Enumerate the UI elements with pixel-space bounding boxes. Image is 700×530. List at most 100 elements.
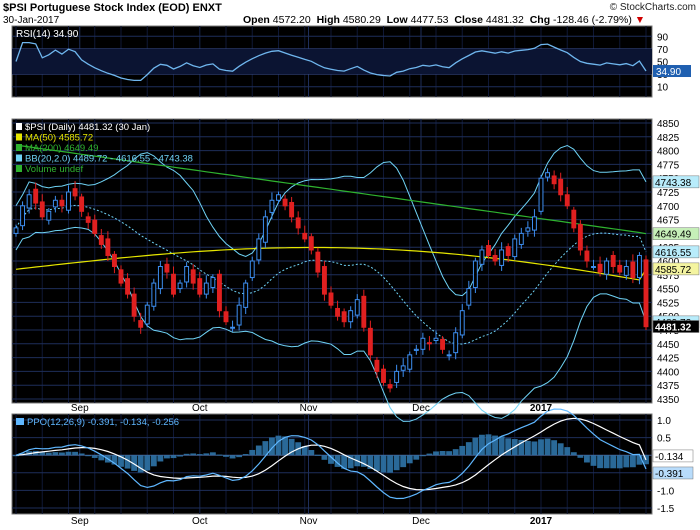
candle-body: [282, 198, 288, 207]
legend-swatch: [16, 123, 22, 130]
x-axis-label: Nov: [300, 516, 318, 527]
legend-swatch: [16, 165, 22, 172]
ppo-histogram-bar: [216, 454, 223, 456]
price-value-tag-text: 4585.72: [655, 265, 692, 276]
price-legend-item: MA(200) 4649.49: [25, 143, 98, 154]
price-tick-label: 4400: [657, 367, 680, 378]
ma200-line: [15, 144, 647, 235]
ppo-histogram-bar: [78, 453, 85, 456]
ppo-histogram-bar: [465, 442, 472, 456]
ma50-line: [15, 246, 647, 281]
ppo-histogram-bar: [498, 436, 505, 456]
ppo-histogram-bar: [157, 455, 164, 462]
rsi-value-tag-text: 34.90: [656, 67, 681, 78]
high-label: High: [316, 14, 340, 26]
legend-swatch: [16, 418, 24, 425]
candle-body: [466, 288, 472, 306]
candle-body: [184, 266, 190, 283]
ppo-histogram-bar: [223, 455, 229, 457]
candle-body: [46, 210, 52, 221]
ppo-histogram-bar: [183, 453, 190, 456]
ppo-value-tag-text: -0.134: [655, 452, 684, 463]
ppo-histogram-bar: [597, 455, 603, 469]
ppo-histogram-bar: [98, 455, 105, 461]
ppo-tick-label: 0.5: [657, 434, 671, 445]
candle-body: [190, 269, 196, 284]
price-tick-label: 4350: [657, 395, 680, 406]
ppo-histogram-bar: [518, 439, 525, 456]
candle-body: [105, 238, 111, 256]
ppo-histogram-bar: [282, 436, 288, 456]
ppo-histogram-bar: [85, 455, 92, 457]
candle-body: [643, 259, 649, 328]
chart-date: 30-Jan-2017: [3, 15, 60, 26]
candle-body: [381, 368, 386, 383]
candle-body: [538, 177, 544, 212]
candle-body: [98, 235, 104, 245]
candle-body: [20, 205, 26, 227]
ppo-histogram-bar: [249, 449, 256, 456]
candle-body: [558, 178, 564, 196]
candle-body: [289, 201, 295, 218]
candle-body: [39, 201, 45, 218]
candle-body: [630, 261, 636, 279]
candle-body: [459, 310, 465, 336]
price-legend-item: BB(20,2.0) 4489.72 - 4616.55 - 4743.38: [25, 154, 193, 165]
price-value-tag: [652, 245, 700, 259]
candle-body: [486, 245, 491, 256]
candle-body: [584, 250, 590, 262]
candle-body: [604, 260, 610, 275]
candle-body: [262, 216, 268, 243]
ppo-histogram-bar: [275, 435, 282, 456]
ppo-histogram-bar: [577, 455, 584, 458]
price-value-tag-text: 4649.49: [655, 230, 692, 241]
close-value: 4481.32: [485, 14, 524, 26]
ppo-histogram-bar: [472, 437, 479, 456]
ppo-histogram-bar: [91, 455, 98, 458]
ppo-histogram-bar: [334, 455, 341, 467]
ppo-histogram-bar: [131, 455, 138, 471]
candle-body: [577, 224, 583, 251]
candle-body: [269, 199, 275, 213]
ppo-histogram-bar: [452, 449, 459, 456]
price-tick-label: 4850: [657, 119, 680, 130]
ppo-histogram-bar: [544, 438, 551, 456]
candle-body: [328, 292, 334, 306]
open-value: 4572.20: [272, 14, 311, 26]
ppo-histogram-bar: [288, 438, 295, 456]
ppo-histogram-bar: [269, 437, 275, 456]
close-label: Close: [454, 14, 483, 26]
candle-body: [197, 278, 203, 295]
ppo-histogram-bar: [374, 455, 380, 472]
legend-swatch: [16, 154, 22, 162]
price-legend-item: MA(50) 4585.72: [25, 133, 93, 144]
candle-body: [131, 293, 137, 317]
price-tick-label: 4775: [657, 160, 680, 171]
candle-body: [551, 175, 557, 185]
candle-body: [302, 232, 308, 240]
rsi-value-tag: [653, 65, 691, 78]
ppo-histogram-bar: [505, 438, 512, 456]
candle-body: [118, 269, 124, 284]
rsi-line: [15, 41, 647, 82]
ppo-value-tag-text: -0.391: [655, 469, 684, 480]
down-arrow-icon: ▼: [634, 14, 646, 26]
candle-body: [151, 282, 157, 307]
ppo-histogram-bar: [446, 451, 453, 456]
candle-body: [26, 194, 32, 209]
price-value-tag-text: 4481.32: [655, 323, 692, 334]
ppo-histogram-bar: [39, 452, 46, 456]
candle-body: [308, 236, 314, 251]
ppo-value-tag: [652, 449, 694, 463]
price-tick-label: 4450: [657, 340, 680, 351]
x-axis-label: Sep: [71, 516, 89, 527]
ppo-histogram-bar: [124, 455, 131, 469]
ppo-histogram-bar: [196, 454, 203, 456]
candle-body: [52, 199, 58, 208]
ppo-histogram-bar: [118, 455, 124, 467]
candle-body: [492, 254, 498, 262]
rsi-tick-label: 50: [657, 58, 669, 69]
candle-body: [367, 327, 373, 356]
candle-body: [512, 238, 518, 258]
